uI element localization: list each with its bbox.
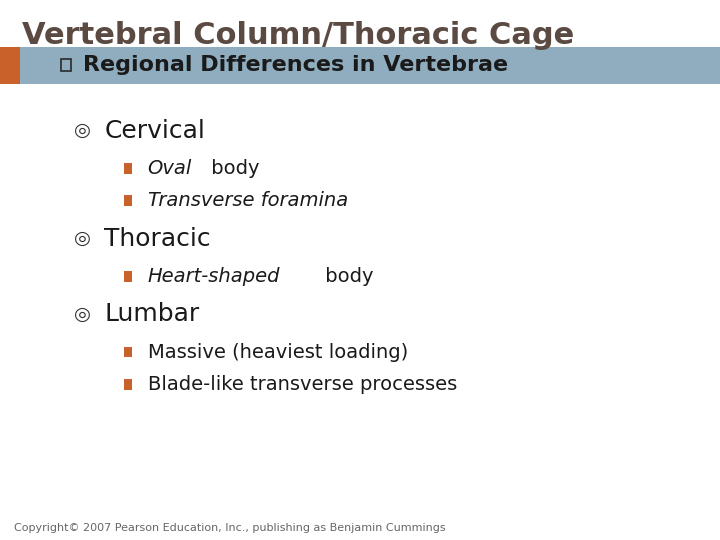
Text: body: body — [318, 267, 373, 286]
Text: ◎: ◎ — [74, 121, 91, 140]
Text: Cervical: Cervical — [104, 119, 205, 143]
Text: Oval: Oval — [148, 159, 192, 178]
Text: body: body — [204, 159, 259, 178]
Polygon shape — [124, 195, 132, 206]
Polygon shape — [124, 271, 132, 282]
Text: ◎: ◎ — [74, 229, 91, 248]
Text: Heart-shaped: Heart-shaped — [148, 267, 280, 286]
Text: Vertebral Column/Thoracic Cage: Vertebral Column/Thoracic Cage — [22, 21, 574, 50]
Polygon shape — [124, 163, 132, 174]
Text: Regional Differences in Vertebrae: Regional Differences in Vertebrae — [83, 55, 508, 76]
Text: Lumbar: Lumbar — [104, 302, 199, 326]
Bar — [0, 47, 720, 84]
Bar — [0, 47, 20, 84]
Polygon shape — [124, 347, 132, 357]
Polygon shape — [124, 379, 132, 390]
Text: Massive (heaviest loading): Massive (heaviest loading) — [148, 342, 408, 362]
Text: Blade-like transverse processes: Blade-like transverse processes — [148, 375, 457, 394]
Text: ◎: ◎ — [74, 305, 91, 324]
Text: Transverse foramina: Transverse foramina — [148, 191, 348, 211]
Text: Thoracic: Thoracic — [104, 227, 211, 251]
Text: Copyright© 2007 Pearson Education, Inc., publishing as Benjamin Cummings: Copyright© 2007 Pearson Education, Inc.,… — [14, 523, 446, 533]
